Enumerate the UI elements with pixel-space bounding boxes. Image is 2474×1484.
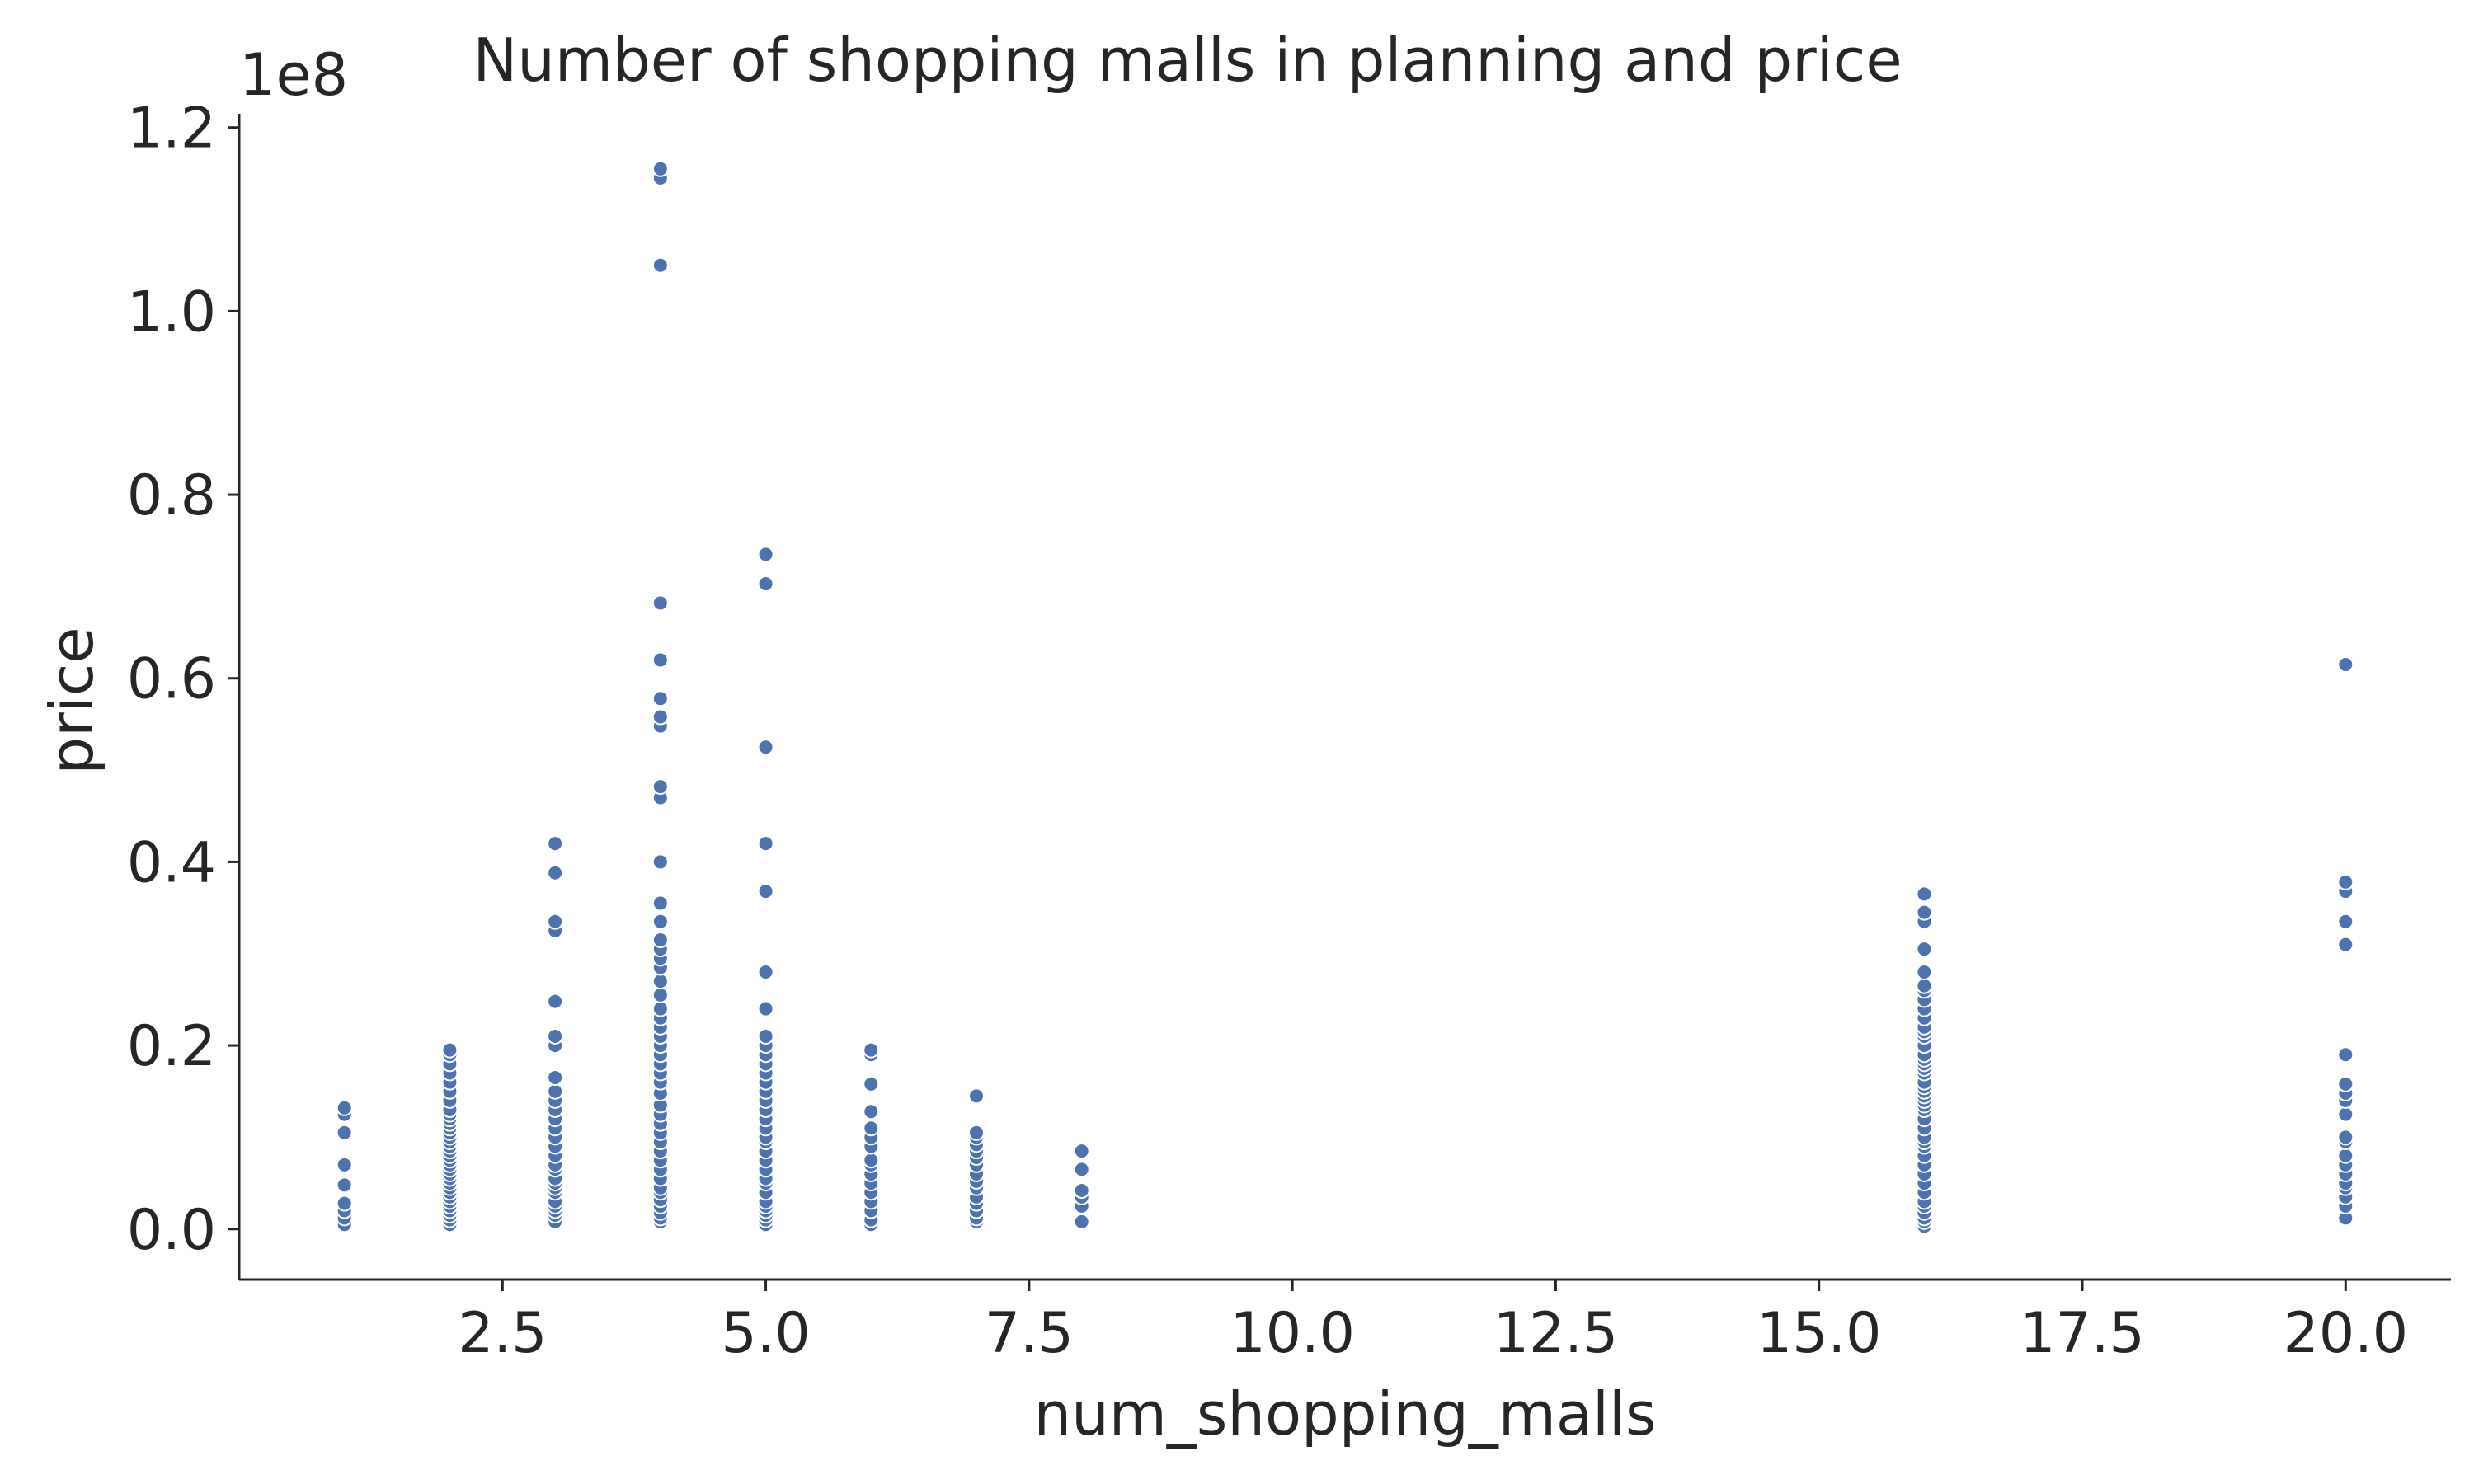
data-point	[651, 1000, 669, 1017]
data-point	[1916, 941, 1933, 958]
x-tick-label: 10.0	[1230, 1301, 1354, 1366]
data-point	[547, 1082, 564, 1100]
data-point	[2337, 936, 2354, 953]
data-point	[547, 864, 564, 881]
data-point	[547, 835, 564, 852]
data-point	[2337, 1129, 2354, 1146]
x-tick-label: 12.5	[1493, 1301, 1618, 1366]
y-tick-label: 1.2	[127, 96, 216, 162]
data-point	[1073, 1213, 1090, 1230]
data-point	[1916, 885, 1933, 903]
data-point	[547, 1027, 564, 1045]
data-point	[757, 964, 774, 981]
data-point	[863, 1120, 880, 1137]
data-point	[757, 739, 774, 756]
x-tick-label: 20.0	[2284, 1301, 2408, 1366]
data-point	[651, 708, 669, 726]
data-point	[863, 1103, 880, 1120]
axes	[238, 114, 2451, 1281]
data-point	[1916, 977, 1933, 994]
data-point	[1916, 964, 1933, 981]
data-point	[336, 1156, 353, 1173]
data-point	[547, 1069, 564, 1087]
data-point	[968, 1087, 985, 1105]
data-point	[651, 986, 669, 1003]
data-point	[651, 256, 669, 274]
data-point	[863, 1041, 880, 1059]
data-point	[757, 1027, 774, 1045]
data-point	[547, 993, 564, 1010]
data-point	[2337, 913, 2354, 930]
data-point	[336, 1195, 353, 1212]
data-point	[757, 883, 774, 900]
data-point	[651, 594, 669, 612]
data-point	[651, 895, 669, 912]
data-point	[863, 1075, 880, 1092]
data-point	[651, 932, 669, 949]
data-point	[651, 778, 669, 796]
data-point	[1073, 1143, 1090, 1160]
y-tick-label: 0.8	[127, 463, 216, 528]
data-point	[757, 835, 774, 852]
y-axis-ticks: 0.0 0.2 0.4 0.6 0.8 1.0 1.2	[127, 96, 239, 1263]
y-tick-label: 0.4	[127, 830, 216, 895]
data-point	[2337, 1147, 2354, 1164]
data-point	[863, 1152, 880, 1169]
data-point	[757, 575, 774, 593]
data-point	[547, 913, 564, 930]
y-tick-label: 0.0	[127, 1198, 216, 1263]
data-point	[441, 1041, 459, 1059]
data-point	[651, 973, 669, 990]
data-point	[757, 546, 774, 563]
x-tick-label: 15.0	[1757, 1301, 1881, 1366]
data-point	[2337, 1075, 2354, 1092]
data-point	[651, 690, 669, 707]
data-point	[1916, 904, 1933, 921]
data-point	[1073, 1161, 1090, 1178]
y-axis-offset-label: 1e8	[239, 41, 348, 109]
data-point	[336, 1124, 353, 1141]
x-axis-ticks: 2.5 5.0 7.5 10.0 12.5 15.0 17.5 20.0	[458, 1280, 2408, 1366]
data-point	[1073, 1182, 1090, 1200]
data-point	[336, 1099, 353, 1116]
data-point	[651, 913, 669, 930]
data-point	[968, 1124, 985, 1141]
y-tick-label: 1.0	[127, 279, 216, 345]
chart-title: Number of shopping malls in planning and…	[473, 26, 1902, 95]
data-point	[2337, 656, 2354, 674]
data-points	[336, 160, 2354, 1235]
data-point	[2337, 1046, 2354, 1064]
data-point	[2337, 1106, 2354, 1123]
data-point	[2337, 873, 2354, 890]
x-tick-label: 2.5	[458, 1301, 547, 1366]
data-point	[651, 853, 669, 871]
data-point	[336, 1176, 353, 1194]
data-point	[757, 1000, 774, 1017]
y-tick-label: 0.2	[127, 1014, 216, 1079]
y-tick-label: 0.6	[127, 647, 216, 712]
x-tick-label: 7.5	[985, 1301, 1074, 1366]
x-tick-label: 17.5	[2020, 1301, 2144, 1366]
data-point	[651, 160, 669, 177]
x-tick-label: 5.0	[721, 1301, 810, 1366]
x-axis-label: num_shopping_malls	[1033, 1379, 1656, 1449]
data-point	[651, 651, 669, 669]
y-axis-label: price	[37, 627, 106, 774]
